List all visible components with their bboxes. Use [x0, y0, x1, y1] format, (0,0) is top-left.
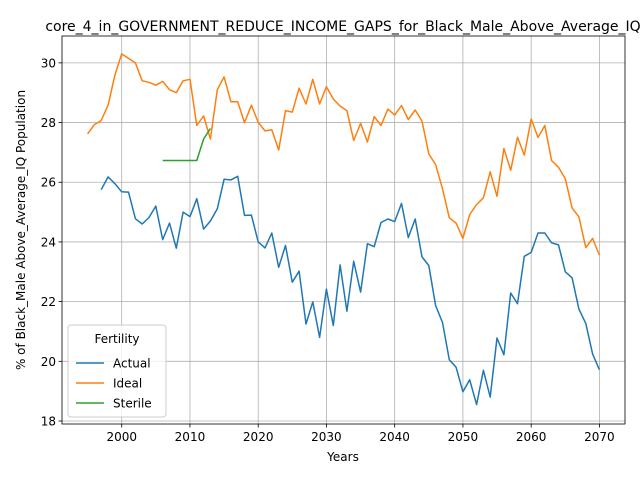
grid-lines [62, 36, 625, 424]
y-tick-label: 30 [41, 56, 56, 70]
series-line-sterile [162, 128, 212, 162]
y-tick-label: 22 [41, 295, 56, 309]
series-line-ideal [86, 53, 601, 256]
legend-title: Fertility [94, 332, 139, 346]
x-axis-label: Years [326, 450, 359, 464]
x-tick-label: 2000 [106, 430, 137, 444]
x-tick-label: 2010 [175, 430, 206, 444]
y-tick-label: 26 [41, 176, 56, 190]
x-tick-label: 2030 [311, 430, 342, 444]
legend-label-sterile: Sterile [113, 397, 152, 411]
y-tick-label: 28 [41, 116, 56, 130]
x-tick-label: 2060 [516, 430, 547, 444]
chart-title: core_4_in_GOVERNMENT_REDUCE_INCOME_GAPS_… [45, 19, 640, 35]
y-axis-label: % of Black_Male Above_Average_IQ Populat… [14, 90, 28, 370]
axis-ticks: 2000 2010 2020 2030 2040 2050 2060 2070 18 20 22 24… [41, 56, 615, 444]
y-tick-label: 20 [41, 355, 56, 369]
legend-label-actual: Actual [113, 357, 151, 371]
x-tick-label: 2040 [379, 430, 410, 444]
plot-frame [61, 35, 626, 425]
series-line-actual [100, 175, 601, 406]
series-layer [86, 53, 601, 406]
y-tick-label: 24 [41, 235, 56, 249]
x-tick-label: 2020 [243, 430, 274, 444]
x-tick-label: 2070 [584, 430, 615, 444]
legend-box [67, 324, 167, 418]
legend: Fertility Actual Ideal Sterile [67, 324, 167, 418]
legend-items: Actual Ideal Sterile [76, 357, 152, 411]
legend-label-ideal: Ideal [113, 377, 142, 391]
y-tick-label: 18 [41, 415, 56, 429]
x-tick-label: 2050 [448, 430, 479, 444]
